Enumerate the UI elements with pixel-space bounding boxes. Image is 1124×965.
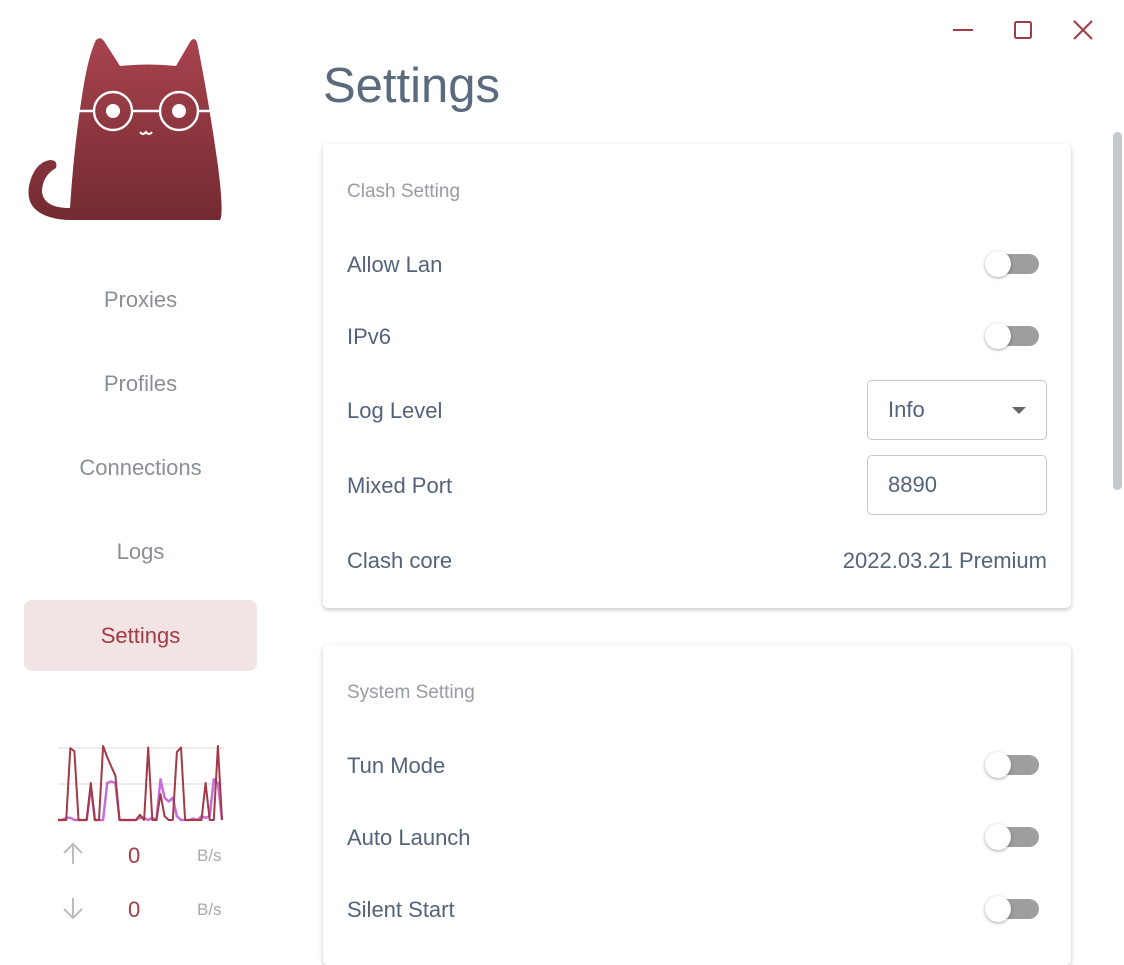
log-level-select[interactable]: Info <box>867 380 1047 440</box>
download-series-line <box>58 745 223 821</box>
download-speed: 0 B/s <box>60 895 230 925</box>
upload-value: 0 <box>128 843 141 868</box>
silent-start-toggle[interactable] <box>985 894 1043 924</box>
tun-mode-label: Tun Mode <box>347 753 446 778</box>
nav-profiles[interactable]: Profiles <box>103 370 178 396</box>
mixed-port-label: Mixed Port <box>347 473 453 498</box>
upload-unit: B/s <box>197 846 222 865</box>
card-title: System Setting <box>347 682 475 703</box>
upload-speed: 0 B/s <box>60 841 230 871</box>
nav-proxies[interactable]: Proxies <box>103 286 178 312</box>
ipv6-label: IPv6 <box>347 324 392 349</box>
auto-launch-toggle[interactable] <box>985 822 1043 852</box>
auto-launch-label: Auto Launch <box>347 825 471 850</box>
nav-connections[interactable]: Connections <box>79 454 202 480</box>
download-value: 0 <box>128 897 141 922</box>
allow-lan-label: Allow Lan <box>347 252 443 277</box>
maximize-button[interactable] <box>1011 18 1035 42</box>
clash-core-label: Clash core <box>347 548 453 573</box>
arrow-down-icon <box>63 898 83 920</box>
ipv6-toggle[interactable] <box>985 321 1043 351</box>
arrow-up-icon <box>63 842 83 864</box>
mixed-port-value: 8890 <box>888 472 937 497</box>
page-title: Settings <box>323 59 501 113</box>
mixed-port-input[interactable]: 8890 <box>867 455 1047 515</box>
scrollbar[interactable] <box>1113 132 1122 490</box>
minimize-button[interactable] <box>951 18 975 42</box>
clash-setting-card: Clash Setting Allow Lan IPv6 Log Level I… <box>323 144 1071 608</box>
download-unit: B/s <box>197 900 222 919</box>
cat-logo-icon <box>28 38 222 220</box>
log-level-value: Info <box>888 397 925 422</box>
traffic-graph <box>58 745 224 822</box>
tun-mode-toggle[interactable] <box>985 750 1043 780</box>
allow-lan-toggle[interactable] <box>985 249 1043 279</box>
system-setting-card: System Setting Tun Mode Auto Launch Sile… <box>323 645 1071 965</box>
caret-down-icon <box>1012 407 1026 414</box>
clash-core-version: 2022.03.21 Premium <box>842 548 1047 573</box>
log-level-label: Log Level <box>347 398 443 423</box>
sidebar: Proxies Profiles Connections Logs Settin… <box>0 0 280 937</box>
nav-settings[interactable]: Settings <box>24 600 257 671</box>
nav-logs[interactable]: Logs <box>116 538 165 564</box>
card-title: Clash Setting <box>347 181 461 202</box>
silent-start-label: Silent Start <box>347 897 455 922</box>
close-button[interactable] <box>1071 18 1095 42</box>
